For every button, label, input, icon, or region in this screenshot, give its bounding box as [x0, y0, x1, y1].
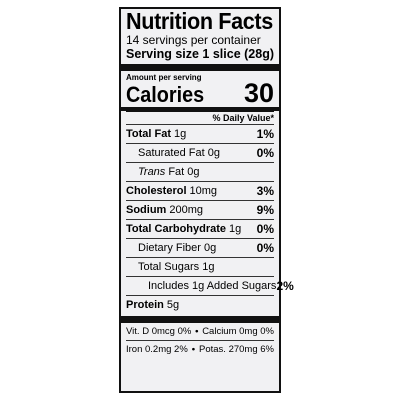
nutrient-dv: 3%	[256, 184, 274, 198]
nutrient-label: Sodium	[126, 204, 167, 216]
nutrient-row-added-sugars: Includes 1g Added Sugars 2%	[126, 276, 294, 295]
nutrient-dv: 0%	[256, 241, 274, 255]
nutrition-facts-label: Nutrition Facts 14 servings per containe…	[119, 7, 294, 393]
nutrient-row-trans-fat: Trans Fat 0g	[126, 162, 274, 181]
nutrient-amount: 1g	[174, 128, 187, 140]
nutrient-row-cholesterol: Cholesterol 10mg 3%	[126, 181, 274, 200]
nutrient-label: Total Fat	[126, 128, 172, 140]
serving-size-row: Serving size 1 slice (28g)	[126, 47, 274, 62]
vitamins-section: Vit. D 0mcg 0% • Calcium 0mg 0% Iron 0.2…	[126, 323, 274, 358]
separator-dot: •	[195, 326, 199, 337]
calories-row: Calories 30	[126, 80, 274, 107]
calories-value: 30	[243, 78, 274, 108]
label-title: Nutrition Facts	[126, 8, 273, 34]
vitamin-d: Vit. D 0mcg 0%	[126, 326, 192, 337]
nutrient-label: Total Carbohydrate	[126, 223, 227, 235]
nutrient-dv: 9%	[256, 203, 274, 217]
nutrient-label: Protein	[126, 299, 164, 311]
serving-size-label: Serving size	[126, 47, 199, 61]
nutrient-label-italic: Trans	[138, 166, 166, 178]
iron: Iron 0.2mg 2%	[126, 344, 188, 355]
nutrient-label: Includes 1g Added Sugars	[148, 280, 277, 292]
nutrient-amount: 5g	[166, 299, 180, 311]
nutrient-row-total-carbohydrate: Total Carbohydrate 1g 0%	[126, 219, 274, 238]
nutrient-label: Dietary Fiber 0g	[138, 242, 217, 254]
nutrient-row-total-sugars: Total Sugars 1g	[126, 257, 274, 276]
nutrient-label-rest: Fat 0g	[168, 166, 200, 178]
nutrient-label: Cholesterol	[126, 185, 187, 197]
thick-divider	[121, 64, 279, 71]
nutrient-row-saturated-fat: Saturated Fat 0g 0%	[126, 143, 274, 162]
nutrient-label: Total Sugars 1g	[138, 261, 215, 273]
nutrient-row-total-fat: Total Fat 1g 1%	[126, 124, 274, 143]
nutrient-dv: 0%	[256, 222, 274, 236]
nutrient-amount: 200mg	[169, 204, 203, 216]
calories-label: Calories	[126, 82, 205, 107]
nutrient-row-dietary-fiber: Dietary Fiber 0g 0%	[126, 238, 274, 257]
nutrient-amount: 10mg	[189, 185, 218, 197]
calcium: Calcium 0mg 0%	[202, 326, 274, 337]
nutrient-label: Saturated Fat 0g	[138, 147, 220, 159]
thick-divider	[121, 316, 279, 323]
daily-value-header: % Daily Value*	[126, 111, 274, 124]
nutrient-dv: 2%	[276, 279, 294, 293]
nutrient-row-protein: Protein 5g	[126, 295, 274, 314]
amount-per-serving: Amount per serving	[126, 73, 202, 82]
potassium: Potas. 270mg 6%	[199, 344, 274, 355]
nutrient-dv: 1%	[256, 127, 274, 141]
vitamin-row: Iron 0.2mg 2% • Potas. 270mg 6%	[126, 341, 274, 358]
medium-divider	[121, 107, 279, 111]
nutrient-dv: 0%	[256, 146, 274, 160]
serving-size-value: 1 slice (28g)	[202, 47, 274, 61]
separator-dot: •	[191, 344, 196, 355]
nutrient-amount: 1g	[229, 223, 242, 235]
nutrient-row-sodium: Sodium 200mg 9%	[126, 200, 274, 219]
vitamin-row: Vit. D 0mcg 0% • Calcium 0mg 0%	[126, 323, 274, 341]
servings-per-container: 14 servings per container	[126, 33, 261, 47]
